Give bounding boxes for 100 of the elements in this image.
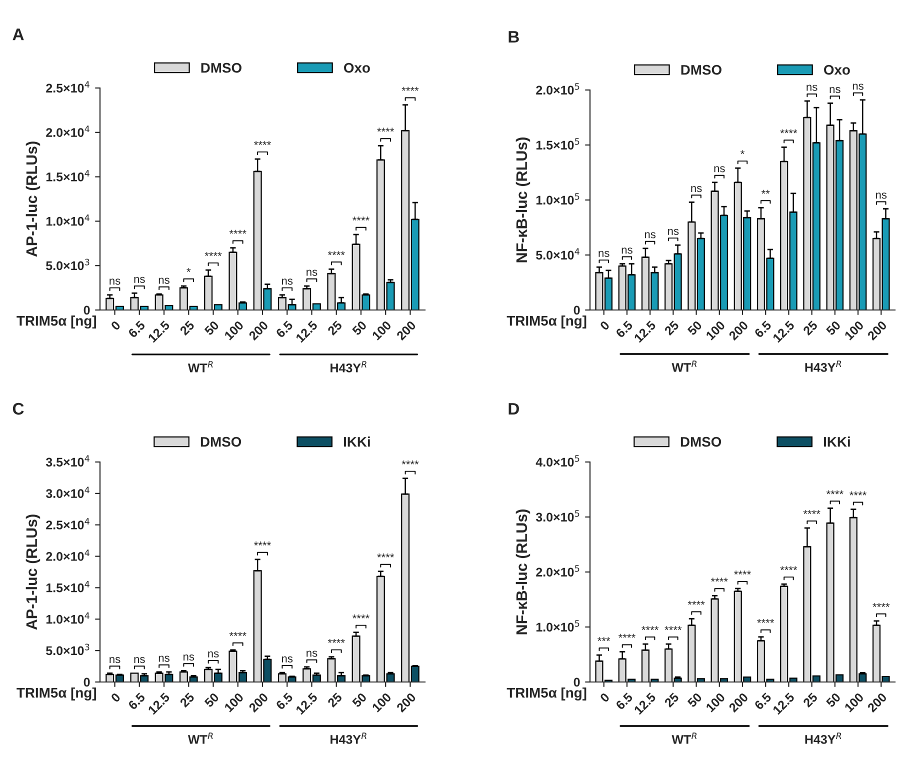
annotation: **** [803, 510, 820, 514]
x-tick-label: 6.5 [128, 692, 146, 710]
x-axis-title: TRIM5α [ng] [506, 688, 586, 701]
x-tick-label: 0 [110, 320, 121, 331]
legend-label: DMSO [680, 436, 722, 447]
y-tick-label: 2.0×10$^{4}$ [46, 550, 90, 561]
y-tick-label: 2.5×10$^{4}$ [46, 518, 90, 530]
annotation: * [186, 268, 191, 272]
text: WT$^{R}$ [672, 732, 697, 744]
x-axis-title: TRIM5α [ng] [16, 316, 96, 329]
annotation: **** [710, 578, 728, 582]
y-tick-label: 3.0×10$^{5}$ [536, 510, 580, 522]
annotation: ns [110, 656, 120, 664]
annotation: **** [642, 626, 659, 630]
y-tick-label: 1.5×10$^{4}$ [46, 580, 90, 592]
y-tick-label: 5.0×10$^{3}$ [46, 644, 90, 656]
x-axis-title: TRIM5α [ng] [16, 688, 96, 701]
annotation: **** [402, 460, 419, 464]
y-tick-label: 1.5×10$^{5}$ [536, 138, 580, 150]
legend-label: DMSO [201, 62, 242, 73]
annotation: **** [377, 554, 394, 558]
x-tick-label: 200 [396, 320, 416, 341]
x-tick-label: 6.5 [615, 692, 634, 710]
annotation: ns [306, 270, 318, 276]
annotation: ns [306, 650, 318, 657]
x-tick-label: 100 [705, 692, 726, 712]
x-tick-label: 0 [600, 320, 610, 331]
text: WT$^{R}$ [188, 361, 213, 372]
annotation: ns [208, 651, 219, 658]
x-tick-label: 200 [248, 320, 269, 341]
y-tick-label: 1.0×10$^{5}$ [536, 193, 580, 205]
x-tick-label: 50 [204, 692, 220, 708]
y-tick-label: 1.0×10$^{5}$ [536, 620, 580, 632]
x-tick-label: 100 [844, 692, 864, 712]
y-axis-title: AP-1-luc (RLUs) [26, 142, 40, 257]
annotation: ns [184, 654, 194, 661]
x-tick-label: 100 [372, 692, 392, 712]
x-tick-label: 25 [664, 692, 680, 708]
x-tick-label: 6.5 [275, 320, 294, 338]
annotation: ns [282, 656, 293, 662]
y-tick-label: 1.5×10$^{4}$ [46, 170, 90, 182]
legend-label: IKKi [344, 436, 370, 447]
annotation: * [740, 150, 744, 154]
x-tick-label: 25 [179, 692, 195, 708]
y-tick-label: 4.0×10$^{5}$ [536, 455, 580, 467]
x-tick-label: 50 [826, 692, 842, 708]
annotation: **** [328, 638, 345, 643]
y-tick-label: 5.0×10$^{3}$ [46, 258, 90, 270]
x-tick-label: 50 [352, 692, 368, 708]
annotation: **** [688, 600, 705, 605]
annotation: **** [780, 566, 798, 570]
y-tick-label: 3.0×10$^{4}$ [46, 486, 90, 498]
annotation: **** [204, 252, 222, 256]
y-tick-label: 0 [84, 306, 90, 315]
x-tick-label: 50 [686, 692, 702, 708]
text: WT$^{R}$ [672, 360, 697, 372]
x-tick-label: 25 [664, 320, 680, 336]
x-tick-label: 100 [844, 320, 864, 340]
annotation: ns [691, 186, 702, 192]
y-tick-label: 5.0×10$^{4}$ [536, 248, 580, 260]
annotation: *** [598, 637, 610, 642]
x-tick-label: 200 [728, 320, 749, 341]
y-tick-label: 2.0×10$^{5}$ [536, 565, 580, 577]
y-axis-title: AP-1-luc (RLUs) [26, 514, 40, 630]
annotation: ns [806, 84, 818, 91]
annotation: **** [377, 128, 394, 132]
annotation: **** [780, 129, 798, 134]
y-tick-label: 1.0×10$^{4}$ [46, 612, 90, 624]
legend-label: DMSO [681, 64, 722, 75]
x-tick-label: 200 [248, 692, 269, 713]
x-tick-label: 6.5 [128, 320, 146, 338]
chart-title: A [12, 28, 24, 40]
annotation: ns [134, 656, 145, 664]
x-tick-label: 25 [327, 320, 343, 336]
annotation: ns [830, 86, 840, 94]
x-tick-label: 100 [705, 320, 726, 340]
annotation: **** [757, 619, 774, 623]
annotation: **** [850, 491, 867, 496]
x-tick-label: 0 [110, 692, 121, 703]
annotation: **** [229, 230, 246, 234]
x-tick-label: 6.5 [275, 692, 294, 710]
x-tick-label: 200 [396, 692, 416, 713]
y-tick-label: 2.5×10$^{4}$ [46, 81, 90, 93]
annotation: ns [158, 278, 170, 284]
text: ns [852, 84, 864, 90]
annotation: ns [134, 276, 145, 283]
x-tick-label: 50 [826, 320, 842, 336]
annotation: ns [622, 248, 632, 254]
annotation: ns [668, 228, 679, 235]
text: WT$^{R}$ [188, 732, 213, 744]
y-axis-title: NF-κB-luc (RLUs) [516, 510, 530, 634]
legend-label: Oxo [824, 64, 850, 75]
annotation: **** [826, 490, 844, 494]
annotation: **** [328, 251, 345, 256]
text: H43Y$^{R}$ [805, 732, 842, 744]
x-tick-label: 50 [686, 320, 702, 336]
annotation: ns [158, 656, 170, 662]
y-tick-label: 1.0×10$^{4}$ [46, 214, 90, 226]
y-tick-label: 2.0×10$^{4}$ [46, 126, 90, 137]
annotation: ns [598, 250, 610, 257]
